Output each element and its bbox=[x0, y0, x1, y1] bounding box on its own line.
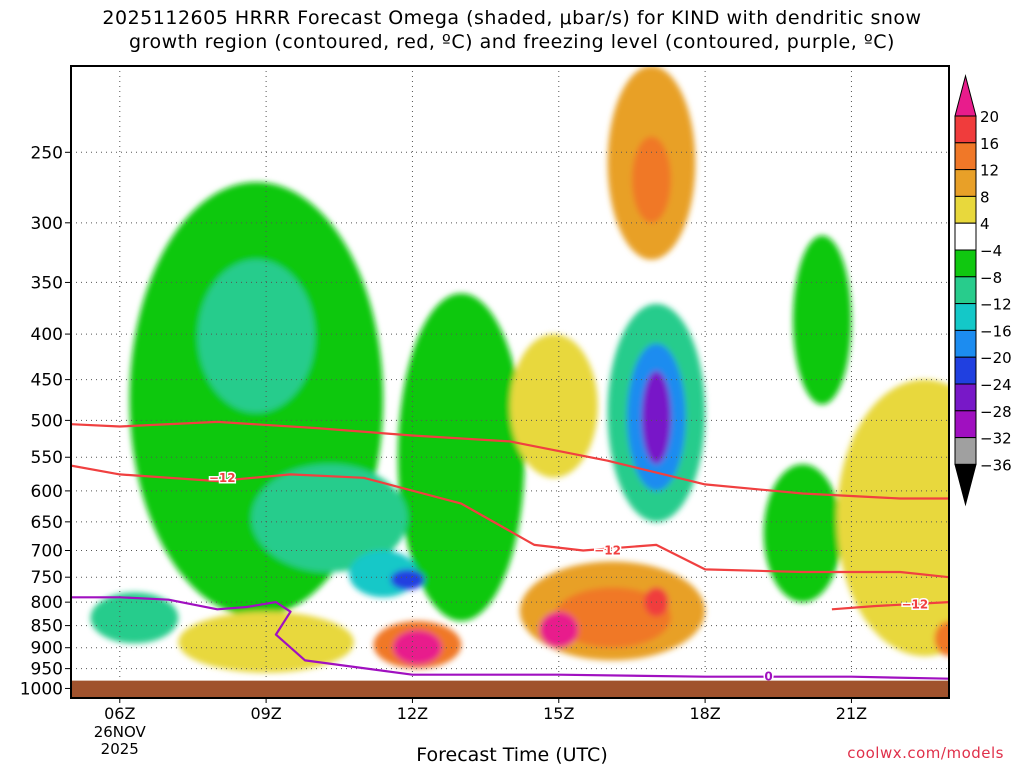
omega-blob-22 bbox=[836, 379, 949, 657]
contour-label-0: −12 bbox=[209, 471, 236, 485]
x-tick-label-06Z: 06Z bbox=[104, 704, 135, 723]
colorbar-bin-10 bbox=[954, 356, 977, 385]
y-tick-label-250: 250 bbox=[31, 143, 63, 163]
pressure-axis: 2503003504004505005506006507007508008509… bbox=[20, 143, 71, 699]
y-tick-label-300: 300 bbox=[31, 214, 63, 234]
colorbar-bin-8 bbox=[954, 303, 977, 331]
colorbar-label-9: −20 bbox=[980, 349, 1012, 367]
title-line-1: 2025112605 HRRR Forecast Omega (shaded, … bbox=[102, 7, 922, 29]
colorbar: 20 16 12 8 4 −4 −8 −12 −16 −20 −24 −28 −32 −36 bbox=[954, 74, 1012, 507]
credit-link[interactable]: coolwx.com/models bbox=[847, 744, 1004, 762]
y-tick-label-350: 350 bbox=[31, 273, 63, 293]
contour-lines: −12 −12 −12 0 bbox=[71, 420, 949, 685]
y-tick-label-950: 950 bbox=[31, 660, 63, 680]
colorbar-arrow-top bbox=[954, 74, 977, 117]
y-tick-label-500: 500 bbox=[31, 411, 63, 431]
colorbar-label-0: 20 bbox=[980, 108, 999, 126]
colorbar-label-4: 4 bbox=[980, 215, 990, 233]
x-tick-label-21Z: 21Z bbox=[836, 704, 867, 723]
colorbar-bin-6 bbox=[954, 249, 977, 278]
omega-blob-11 bbox=[641, 370, 671, 465]
x-axis-label: Forecast Time (UTC) bbox=[416, 744, 608, 766]
contour-line-group: −12 −12 −12 0 bbox=[71, 420, 949, 685]
omega-blob-group bbox=[90, 66, 949, 673]
omega-blob-23 bbox=[934, 621, 949, 657]
omega-blob-18 bbox=[539, 611, 579, 648]
snow-growth-line-1 bbox=[71, 464, 949, 579]
contour-label-3: 0 bbox=[764, 670, 772, 684]
colorbar-label-6: −8 bbox=[980, 269, 1002, 287]
y-tick-label-700: 700 bbox=[31, 542, 63, 562]
colorbar-label-12: −32 bbox=[980, 430, 1012, 448]
snow-growth-line-0 bbox=[71, 420, 949, 500]
plot-frame bbox=[70, 65, 950, 699]
omega-blob-5 bbox=[251, 464, 408, 572]
omega-blob-13 bbox=[631, 136, 671, 223]
ground bbox=[71, 680, 949, 698]
colorbar-bin-5 bbox=[954, 222, 977, 251]
contour-label-1: −12 bbox=[594, 544, 621, 558]
x-tick-label-15Z: 15Z bbox=[543, 704, 574, 723]
omega-blobs bbox=[90, 66, 949, 673]
title-line-2: growth region (contoured, red, ºC) and f… bbox=[129, 31, 895, 53]
colorbar-label-8: −16 bbox=[980, 322, 1012, 340]
colorbar-bin-7 bbox=[954, 276, 977, 305]
y-tick-label-750: 750 bbox=[31, 568, 63, 588]
y-tick-label-450: 450 bbox=[31, 371, 63, 391]
colorbar-bin-9 bbox=[954, 329, 977, 358]
colorbar-label-11: −28 bbox=[980, 403, 1012, 421]
colorbar-label-5: −4 bbox=[980, 242, 1002, 260]
y-tick-label-650: 650 bbox=[31, 513, 63, 533]
colorbar-label-13: −36 bbox=[980, 456, 1012, 474]
chart-title: 2025112605 HRRR Forecast Omega (shaded, … bbox=[0, 6, 1024, 54]
colorbar-bin-4 bbox=[954, 195, 977, 224]
y-tick-label-600: 600 bbox=[31, 482, 63, 502]
omega-blob-2 bbox=[763, 464, 842, 603]
omega-shading bbox=[90, 66, 949, 673]
x-tick-label-09Z: 09Z bbox=[250, 704, 281, 723]
omega-blob-21 bbox=[178, 611, 354, 673]
colorbar-bin-11 bbox=[954, 383, 977, 412]
x-tick-label-18Z: 18Z bbox=[689, 704, 720, 723]
y-tick-label-400: 400 bbox=[31, 325, 63, 345]
colorbar-bin-12 bbox=[954, 410, 977, 439]
colorbar-bin-2 bbox=[954, 142, 977, 171]
colorbar-bin-13 bbox=[954, 437, 977, 465]
colorbar-label-1: 16 bbox=[980, 135, 999, 153]
snow-growth-line-2 bbox=[831, 601, 949, 611]
omega-blob-4 bbox=[197, 259, 315, 413]
grid bbox=[71, 66, 949, 698]
x-tick-label-12Z: 12Z bbox=[397, 704, 428, 723]
omega-blob-20 bbox=[392, 630, 442, 665]
y-tick-label-800: 800 bbox=[31, 593, 63, 613]
y-tick-label-850: 850 bbox=[31, 617, 63, 637]
contour-label-2: −12 bbox=[901, 598, 928, 612]
colorbar-bin-3 bbox=[954, 169, 977, 197]
omega-blob-8 bbox=[390, 569, 425, 590]
y-tick-label-900: 900 bbox=[31, 639, 63, 659]
omega-blob-3 bbox=[792, 235, 852, 405]
y-tick-label-550: 550 bbox=[31, 448, 63, 468]
y-tick-label-1000: 1000 bbox=[20, 679, 63, 699]
colorbar-bin-1 bbox=[954, 115, 977, 144]
colorbar-arrow-bottom bbox=[954, 463, 977, 507]
x-tick-sublabel-1: 2025 bbox=[101, 740, 139, 758]
colorbar-label-10: −24 bbox=[980, 376, 1012, 394]
colorbar-label-3: 8 bbox=[980, 188, 990, 206]
omega-blob-14 bbox=[510, 334, 598, 478]
freezing-level-line-0 bbox=[71, 596, 949, 680]
colorbar-label-7: −12 bbox=[980, 296, 1012, 314]
x-tick-sublabel-0: 26NOV bbox=[94, 723, 147, 741]
omega-blob-6 bbox=[90, 592, 179, 644]
colorbar-label-2: 12 bbox=[980, 162, 999, 180]
